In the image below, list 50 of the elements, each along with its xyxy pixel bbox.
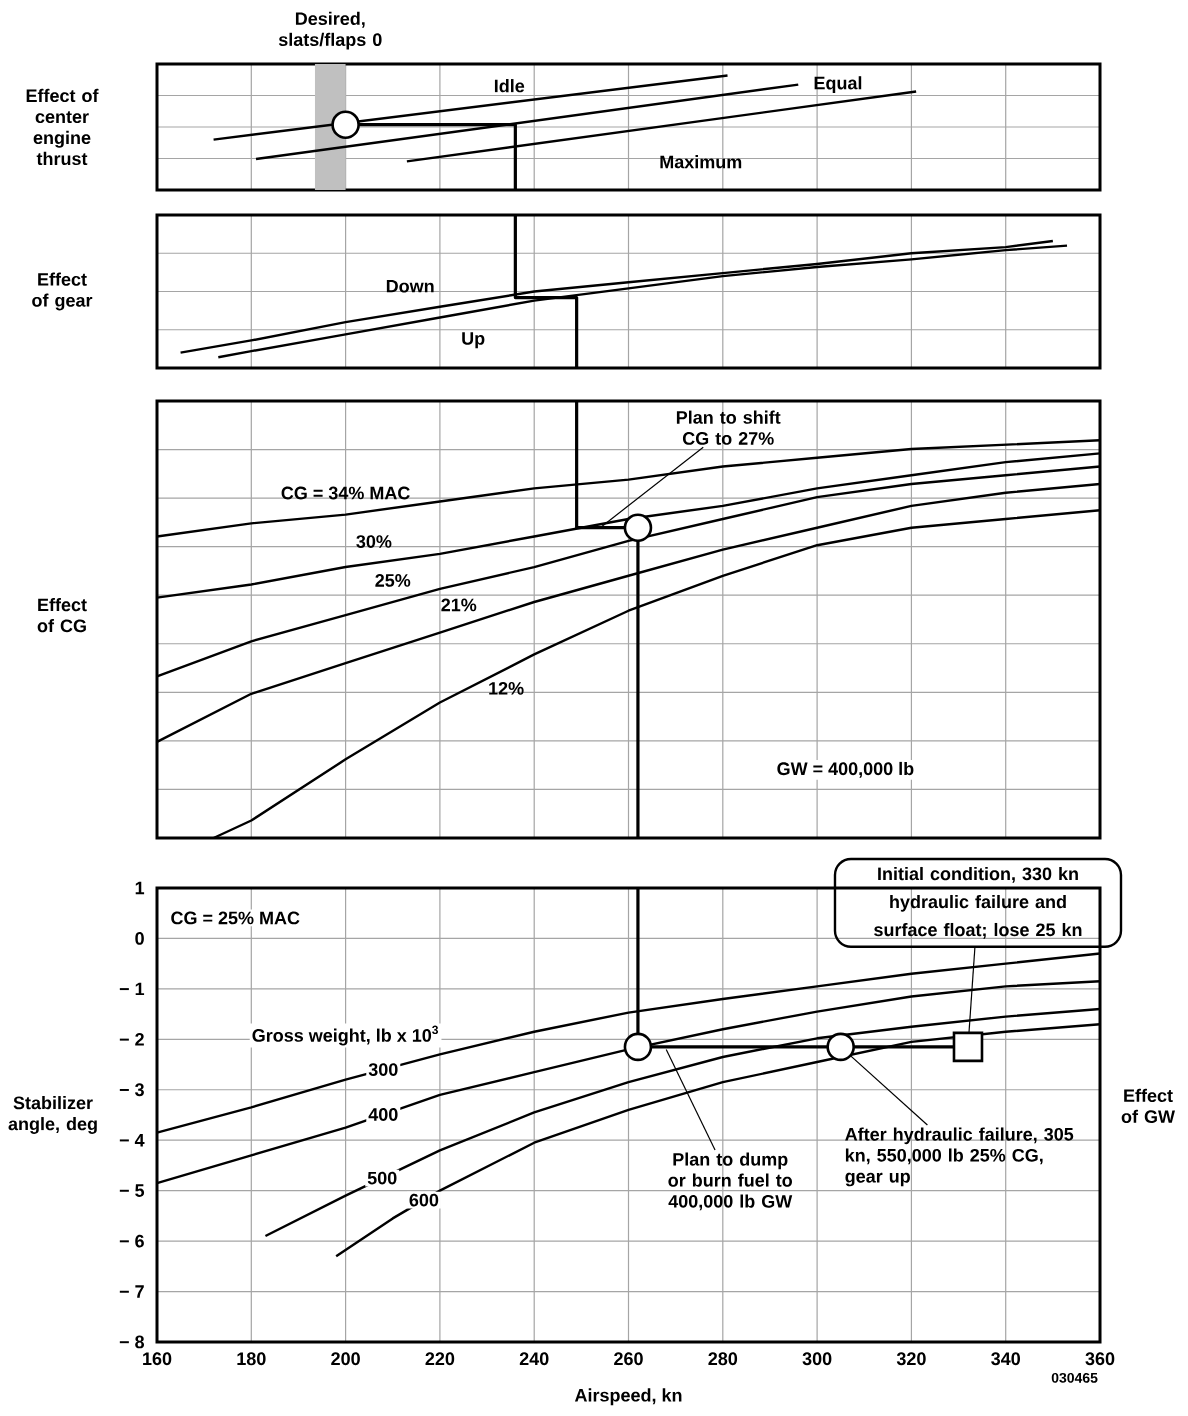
x-tick-label: 280 — [708, 1352, 738, 1366]
y-tick-label: − 5 — [119, 1184, 145, 1197]
series-label: Down — [386, 279, 434, 293]
y-axis-title: Effect of gear — [32, 272, 93, 311]
series-label: Equal — [814, 76, 862, 93]
y-axis-title: Effect of CG — [37, 598, 87, 633]
x-tick-label: 260 — [614, 1352, 643, 1366]
series-label: 400 — [368, 1108, 398, 1121]
x-tick-label: 220 — [425, 1352, 455, 1366]
series-label: 21% — [441, 598, 477, 612]
series-label: 500 — [367, 1171, 397, 1185]
annotation: After hydraulic failure, 305 kn, 550,000 lb 25% CG, gear up — [845, 1127, 1074, 1187]
y-tick-label: − 4 — [119, 1134, 145, 1147]
x-tick-label: 320 — [896, 1352, 926, 1366]
y-tick-label: − 3 — [119, 1083, 144, 1097]
series-label: 25% — [375, 574, 411, 587]
series-label: 600 — [409, 1193, 439, 1207]
annotation: Plan to dump or burn fuel to 400,000 lb GW — [668, 1152, 793, 1211]
annotation: CG = 25% MAC — [171, 911, 300, 925]
x-axis-title: Airspeed, kn — [574, 1388, 682, 1406]
x-tick-label: 340 — [991, 1352, 1020, 1366]
series-label: 12% — [489, 681, 524, 695]
y2-axis-title: Effect of GW — [1121, 1088, 1175, 1124]
band-label: Desired, slats/flaps 0 — [278, 11, 382, 50]
x-tick-label: 160 — [143, 1352, 172, 1366]
annotation: GW = 400,000 lb — [777, 761, 914, 778]
x-tick-label: 180 — [237, 1352, 266, 1366]
series-label: Up — [462, 332, 485, 349]
series-label: Idle — [494, 79, 525, 93]
y-axis-title: Stabilizer angle, deg — [8, 1096, 97, 1134]
y-tick-label: − 1 — [119, 982, 145, 996]
y-tick-label: − 6 — [119, 1234, 144, 1248]
annotation: Plan to shift CG to 27% — [676, 410, 781, 445]
y-tick-label: − 2 — [119, 1033, 144, 1046]
text: 030465 — [1051, 1372, 1098, 1383]
y-tick-label: − 7 — [119, 1285, 144, 1298]
x-tick-label: 200 — [331, 1352, 360, 1366]
y-tick-label: − 8 — [119, 1335, 145, 1349]
y-tick-label: 1 — [135, 881, 145, 895]
x-tick-label: 300 — [802, 1352, 832, 1366]
x-tick-label: 240 — [519, 1352, 549, 1366]
series-label: 300 — [368, 1063, 398, 1076]
annotation: Initial condition, 330 kn hydraulic failure and surface float; lose 25 kn — [874, 866, 1082, 939]
y-axis-title: Effect of center engine thrust — [26, 88, 99, 166]
series-label: 30% — [356, 535, 392, 548]
annotation: Gross weight, lb x 10$^{3}$ — [252, 1025, 439, 1046]
x-tick-label: 360 — [1085, 1352, 1115, 1366]
y-tick-label: 0 — [135, 932, 144, 945]
series-label: Maximum — [660, 155, 742, 169]
series-label: CG = 34% MAC — [281, 486, 410, 500]
